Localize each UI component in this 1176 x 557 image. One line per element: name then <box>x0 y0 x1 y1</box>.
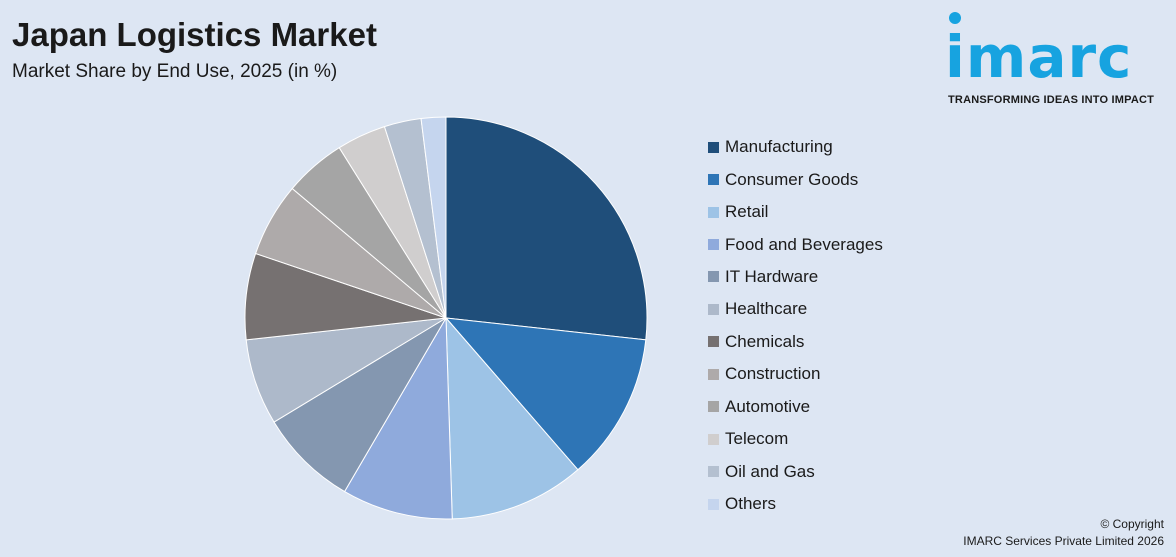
legend-item-automotive: Automotive <box>708 391 883 423</box>
legend-swatch <box>708 174 719 186</box>
legend-item-retail: Retail <box>708 196 883 228</box>
logo-dot <box>949 12 961 24</box>
copyright: © Copyright IMARC Services Private Limit… <box>963 516 1164 550</box>
legend-item-chemicals: Chemicals <box>708 326 883 358</box>
legend-label: Retail <box>725 202 769 222</box>
legend-swatch <box>708 206 719 218</box>
legend-label: Chemicals <box>725 331 805 351</box>
imarc-logo: imarc TRANSFORMING IDEAS INTO IMPACT <box>945 10 1169 110</box>
legend-item-healthcare: Healthcare <box>708 293 883 325</box>
legend-label: Construction <box>725 364 821 384</box>
legend-swatch <box>708 271 719 283</box>
legend-swatch <box>708 239 719 251</box>
legend-label: Consumer Goods <box>725 169 859 189</box>
legend-item-manufacturing: Manufacturing <box>708 131 883 163</box>
copyright-line-2: IMARC Services Private Limited 2026 <box>963 534 1164 548</box>
legend-item-telecom: Telecom <box>708 423 883 455</box>
pie-slice-consumer-goods <box>444 317 647 471</box>
legend-swatch <box>708 498 719 510</box>
legend-item-food-and-beverages: Food and Beverages <box>708 228 883 260</box>
legend-item-oil-and-gas: Oil and Gas <box>708 455 883 487</box>
logo-wordmark: imarc <box>945 23 1133 91</box>
legend-swatch <box>708 336 719 348</box>
page-title: Japan Logistics Market <box>12 16 377 53</box>
pie-slice-retail <box>445 316 579 520</box>
legend-item-consumer-goods: Consumer Goods <box>708 163 883 195</box>
legend-swatch <box>708 368 719 380</box>
legend-label: Telecom <box>725 429 789 449</box>
pie-slice-others <box>420 116 447 319</box>
legend-item-it-hardware: IT Hardware <box>708 261 883 293</box>
legend-label: Healthcare <box>725 299 808 319</box>
legend-label: Oil and Gas <box>725 461 815 481</box>
legend-label: Manufacturing <box>725 137 833 157</box>
legend-swatch <box>708 466 719 478</box>
legend-label: Others <box>725 494 777 514</box>
legend-item-construction: Construction <box>708 358 883 390</box>
copyright-line-1: © Copyright <box>1100 517 1164 531</box>
legend-label: IT Hardware <box>725 266 819 286</box>
chart-legend: Manufacturing Consumer Goods Retail Food an… <box>708 131 883 520</box>
legend-swatch <box>708 433 719 445</box>
pie-slice-it-hardware <box>273 317 447 493</box>
legend-swatch <box>708 303 719 315</box>
legend-swatch <box>708 401 719 413</box>
legend-label: Food and Beverages <box>725 234 883 254</box>
legend-label: Automotive <box>725 396 811 416</box>
logo-tagline: TRANSFORMING IDEAS INTO IMPACT <box>948 94 1155 106</box>
page-subtitle: Market Share by End Use, 2025 (in %) <box>12 61 338 82</box>
pie-slice-food-and-beverages <box>343 316 453 520</box>
pie-slice-manufacturing <box>445 116 648 341</box>
legend-item-others: Others <box>708 488 883 520</box>
legend-swatch <box>708 141 719 153</box>
